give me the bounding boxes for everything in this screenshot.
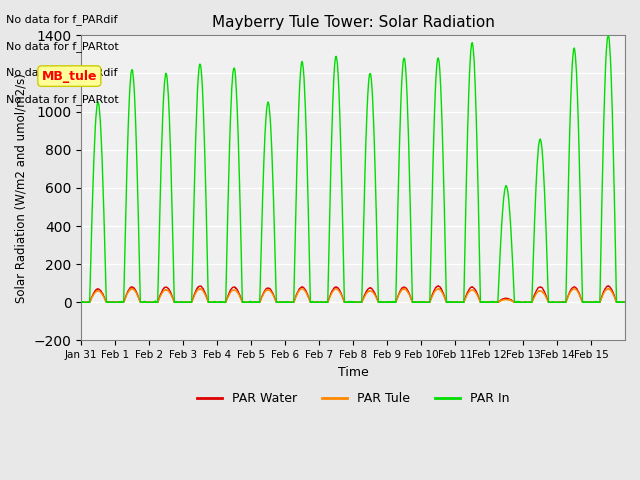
Title: Mayberry Tule Tower: Solar Radiation: Mayberry Tule Tower: Solar Radiation [212,15,495,30]
Text: No data for f_PARdif: No data for f_PARdif [6,14,118,25]
Text: No data for f_PARtot: No data for f_PARtot [6,94,119,105]
Y-axis label: Solar Radiation (W/m2 and umol/m2/s): Solar Radiation (W/m2 and umol/m2/s) [15,73,28,303]
Legend: PAR Water, PAR Tule, PAR In: PAR Water, PAR Tule, PAR In [192,387,515,410]
X-axis label: Time: Time [338,366,369,379]
Text: No data for f_PARtot: No data for f_PARtot [6,41,119,52]
Text: MB_tule: MB_tule [42,70,97,83]
Text: No data for f_PARdif: No data for f_PARdif [6,67,118,78]
